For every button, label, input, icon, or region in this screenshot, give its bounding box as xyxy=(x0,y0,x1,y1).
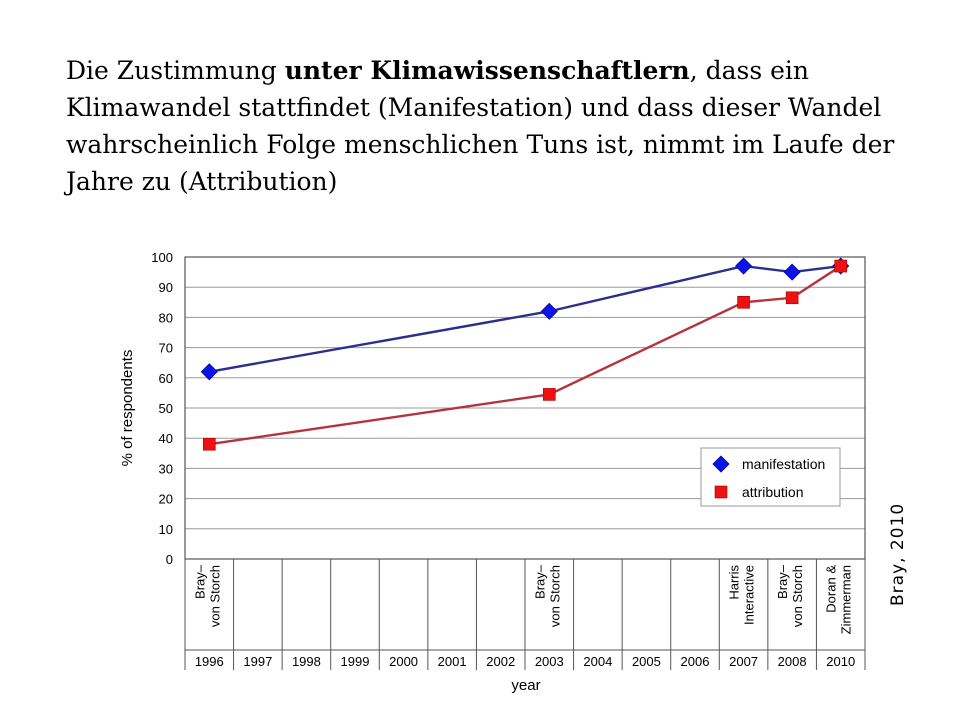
survey-label: Bray– von Storch xyxy=(532,564,562,627)
y-tick-label: 60 xyxy=(159,371,173,386)
y-tick-label: 70 xyxy=(159,341,173,356)
year-label: 2005 xyxy=(632,654,661,669)
y-axis-title: % of respondents xyxy=(119,350,136,467)
data-point-attribution xyxy=(202,437,216,451)
y-tick-label: 30 xyxy=(159,461,173,476)
survey-label-line: Bray– xyxy=(532,564,547,599)
survey-label-line: von Storch xyxy=(547,565,562,627)
survey-label: Bray– von Storch xyxy=(775,564,805,627)
survey-label-line: von Storch xyxy=(207,565,222,627)
legend: manifestation attribution xyxy=(700,447,841,507)
year-label: 1998 xyxy=(292,654,321,669)
x-axis-title: year xyxy=(511,677,540,694)
grid-lines xyxy=(184,256,866,560)
y-tick-label: 40 xyxy=(159,431,173,446)
title-part-1: Die Zustimmung xyxy=(66,56,285,85)
legend-label-attribution: attribution xyxy=(742,484,803,500)
y-tick-label: 0 xyxy=(166,552,173,567)
credit: Bray, 2010 xyxy=(888,502,908,606)
year-label: 1997 xyxy=(243,654,272,669)
data-point-attribution xyxy=(785,291,799,305)
y-axis: 0 10 20 30 40 50 60 70 80 90 100 xyxy=(151,250,173,567)
data-point-attribution xyxy=(542,388,556,401)
survey-label-line: Doran & xyxy=(824,565,839,613)
survey-label-line: Bray– xyxy=(192,564,207,599)
y-tick-label: 90 xyxy=(159,280,173,295)
y-tick-label: 80 xyxy=(159,310,173,325)
y-tick-label: 100 xyxy=(151,250,173,265)
year-label: 2008 xyxy=(778,654,807,669)
survey-label: Bray– von Storch xyxy=(192,564,222,627)
legend-marker-manifestation xyxy=(712,455,730,473)
survey-label: Doran & Zimmerman xyxy=(824,565,854,635)
data-point-manifestation xyxy=(200,363,218,381)
year-label: 2000 xyxy=(389,654,418,669)
year-label: 2001 xyxy=(438,654,467,669)
year-label: 2004 xyxy=(583,654,612,669)
series-line-manifestation xyxy=(209,264,841,373)
series-markers xyxy=(200,257,850,451)
x-table: 1996 1997 1998 1999 2000 2001 2002 2003 2004 2005… xyxy=(184,559,866,670)
data-point-attribution xyxy=(834,259,848,273)
y-tick-label: 50 xyxy=(159,401,173,416)
survey-label: Harris Interactive xyxy=(727,565,757,625)
slide-title: Die Zustimmung unter Klimawissenschaftle… xyxy=(66,52,906,200)
y-tick-label: 10 xyxy=(159,522,173,537)
year-label: 2003 xyxy=(535,654,564,669)
survey-label-line: von Storch xyxy=(790,565,805,627)
survey-label-line: Zimmerman xyxy=(839,565,854,634)
series-lines xyxy=(209,264,842,446)
y-tick-label: 20 xyxy=(159,492,173,507)
data-point-attribution xyxy=(737,295,750,309)
year-label: 2010 xyxy=(826,654,855,669)
title-part-2: , dass ein Klimawandel stattfindet (Mani… xyxy=(66,56,895,196)
title-bold: unter Klimawissenschaftlern xyxy=(284,56,690,85)
survey-label-line: Interactive xyxy=(742,565,757,625)
year-label: 2002 xyxy=(486,654,515,669)
data-point-manifestation xyxy=(735,257,753,275)
year-label: 2007 xyxy=(729,654,758,669)
data-point-manifestation xyxy=(783,263,801,281)
legend-marker-attribution xyxy=(714,485,728,499)
survey-label-line: Bray– xyxy=(775,564,790,599)
data-point-manifestation xyxy=(540,302,558,320)
year-label: 1999 xyxy=(341,654,370,669)
legend-label-manifestation: manifestation xyxy=(742,456,825,472)
year-label: 1996 xyxy=(195,654,224,669)
survey-label-line: Harris xyxy=(727,565,742,600)
year-label: 2006 xyxy=(681,654,710,669)
